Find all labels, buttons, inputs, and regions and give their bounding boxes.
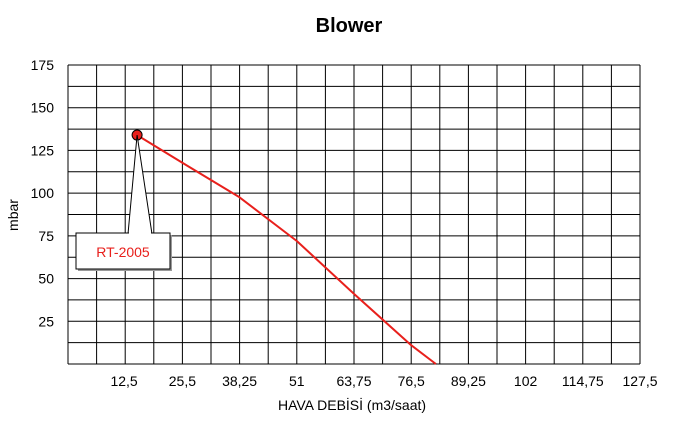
x-tick-label: 38,25 xyxy=(222,373,257,389)
y-tick-label: 125 xyxy=(31,142,55,158)
x-tick-label: 51 xyxy=(289,373,305,389)
y-tick-label: 100 xyxy=(31,185,55,201)
x-tick-label: 63,75 xyxy=(336,373,371,389)
y-axis-label: mbar xyxy=(5,199,21,231)
grid xyxy=(67,64,641,365)
series-line xyxy=(136,134,437,365)
x-tick-label: 25,5 xyxy=(169,373,196,389)
x-tick-label: 114,75 xyxy=(562,373,604,389)
y-tick-labels: 25 50 75 100 125 150 175 xyxy=(31,57,55,329)
x-tick-labels: 12,5 25,5 38,25 51 63,75 76,5 89,25 102 114,75 12… xyxy=(110,373,657,389)
x-tick-label: 89,25 xyxy=(451,373,486,389)
x-axis-label: HAVA DEBİSİ (m3/saat) xyxy=(278,396,426,413)
y-tick-label: 25 xyxy=(38,313,54,329)
callout-pointer xyxy=(127,134,153,235)
x-tick-label: 102 xyxy=(514,373,538,389)
x-tick-label: 127,5 xyxy=(622,373,657,389)
y-tick-label: 175 xyxy=(31,57,55,73)
y-tick-label: 150 xyxy=(31,100,55,116)
series-layer xyxy=(131,129,437,365)
y-tick-label: 50 xyxy=(38,271,54,287)
y-tick-label: 75 xyxy=(38,228,54,244)
chart-title: Blower xyxy=(316,15,383,37)
callout-label: RT-2005 xyxy=(96,244,150,260)
x-tick-label: 12,5 xyxy=(110,373,137,389)
x-tick-label: 76,5 xyxy=(398,373,425,389)
callout-box xyxy=(75,232,171,270)
callout: RT-2005 xyxy=(75,134,172,271)
